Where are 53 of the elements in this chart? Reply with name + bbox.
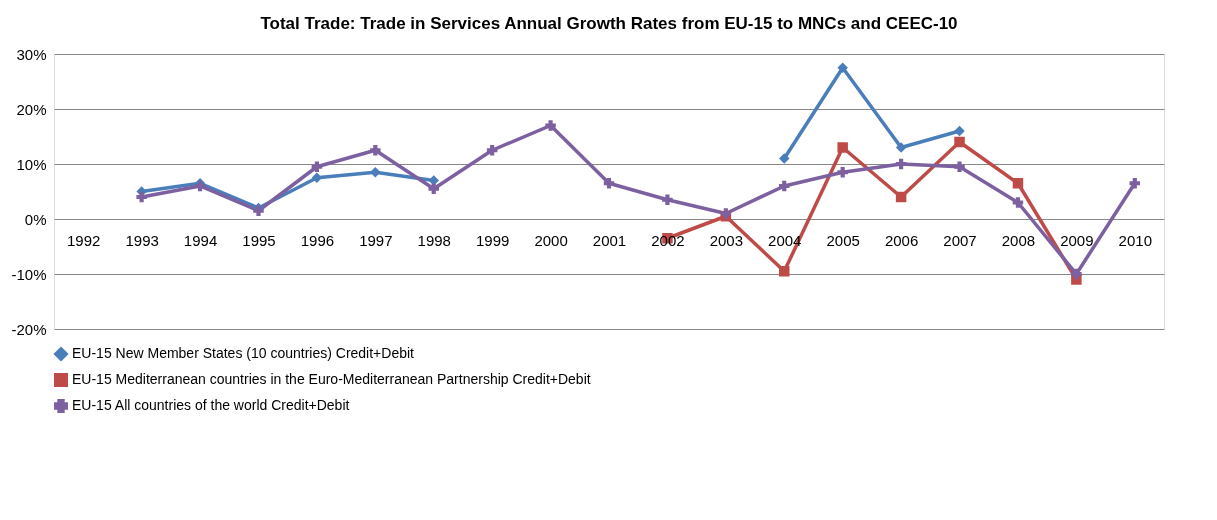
legend-label: EU-15 All countries of the world Credit+Debit (72, 397, 350, 413)
legend-label: EU-15 New Member States (10 countries) Credit+Debit (72, 345, 415, 361)
point (837, 62, 848, 73)
x-tick-label: 1994 (183, 231, 218, 249)
x-tick-label: 1999 (475, 231, 510, 249)
x-tick-label: 1992 (67, 231, 101, 249)
x-tick-label: 1996 (300, 231, 335, 249)
x-tick-label: 2006 (884, 231, 919, 249)
x-tick-label: 2005 (826, 231, 860, 249)
x-tick-label: 2008 (1001, 231, 1036, 249)
point (779, 153, 790, 164)
point (895, 158, 907, 170)
point (779, 266, 790, 277)
point (895, 191, 907, 203)
y-tick-label: 10% (16, 155, 47, 173)
point (895, 142, 907, 153)
x-tick-label: 2007 (943, 231, 977, 249)
point (954, 125, 965, 137)
point (837, 142, 848, 153)
point (662, 194, 673, 205)
x-tick-label: 2001 (592, 231, 627, 249)
x-tick-label: 2009 (1060, 231, 1094, 249)
x-tick-label: 2000 (534, 231, 568, 249)
point (486, 145, 498, 156)
point (779, 180, 790, 192)
y-tick-label: -20% (11, 320, 47, 338)
point (954, 161, 965, 172)
point (954, 136, 965, 148)
x-tick-label: 2002 (651, 231, 685, 249)
point (370, 167, 381, 178)
x-tick-label: 1995 (242, 231, 276, 249)
point (1129, 178, 1141, 189)
point (370, 145, 381, 156)
point (1012, 197, 1024, 208)
point (136, 191, 147, 203)
x-tick-label: 2003 (709, 231, 744, 249)
x-tick-label: 2010 (1118, 231, 1152, 249)
legend-label: EU-15 Mediterranean countries in the Euro-Mediterranean Partnership Credit+Debit (72, 371, 591, 387)
point (1071, 268, 1082, 280)
y-tick-label: 0% (24, 210, 47, 228)
x-tick-label: 1998 (417, 231, 451, 249)
y-tick-label: 30% (16, 45, 47, 63)
x-tick-label: 1997 (359, 231, 393, 249)
x-tick-label: 1993 (125, 231, 159, 249)
point (1012, 178, 1024, 189)
chart-title: Total Trade: Trade in Services Annual Growth Rates from EU-15 to MNCs and CEEC-10 (260, 14, 958, 33)
point (603, 178, 615, 189)
y-tick-label: 20% (16, 100, 47, 118)
point (545, 120, 556, 131)
point (311, 161, 323, 172)
y-tick-label: -10% (11, 265, 47, 283)
point (837, 167, 848, 178)
point (428, 183, 439, 194)
